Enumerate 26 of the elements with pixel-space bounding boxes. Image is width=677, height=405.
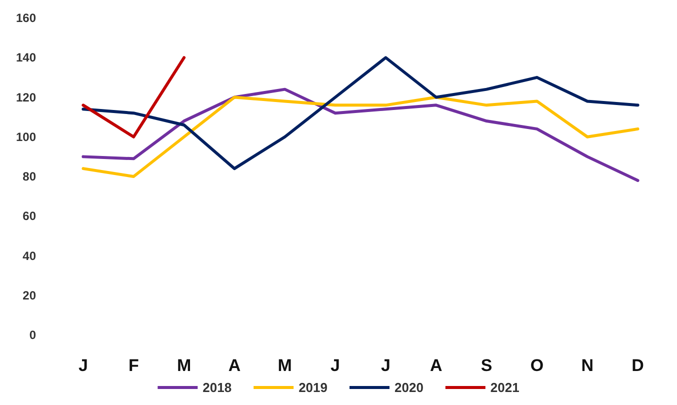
y-tick-label: 100 <box>16 130 36 144</box>
x-tick-label: O <box>530 356 544 375</box>
y-tick-label: 40 <box>22 248 36 263</box>
y-tick-label: 80 <box>22 170 36 184</box>
line-series <box>82 56 640 170</box>
x-tick-label: J <box>78 356 88 375</box>
x-tick-label: J <box>330 356 340 375</box>
x-tick-label: F <box>128 356 139 375</box>
y-tick-label: 0 <box>29 328 36 342</box>
y-tick-label: 60 <box>22 209 36 224</box>
x-tick-label: A <box>228 356 241 375</box>
x-tick-label: A <box>430 356 442 375</box>
y-tick-label: 20 <box>22 288 36 302</box>
x-tick-label: S <box>480 356 492 375</box>
x-tick-label: N <box>581 356 594 375</box>
x-tick-label: M <box>278 356 292 375</box>
x-tick-label: M <box>176 356 192 375</box>
y-tick-label: 160 <box>16 11 36 25</box>
y-tick-label: 120 <box>16 90 36 104</box>
legend-label: 2018 <box>202 380 232 395</box>
legend-label: 2021 <box>490 380 520 395</box>
legend-label: 2019 <box>298 380 328 395</box>
x-tick-label: D <box>632 356 644 375</box>
y-tick-label: 140 <box>16 50 36 65</box>
legend-label: 2020 <box>394 380 424 395</box>
x-tick-label: J <box>380 356 390 375</box>
